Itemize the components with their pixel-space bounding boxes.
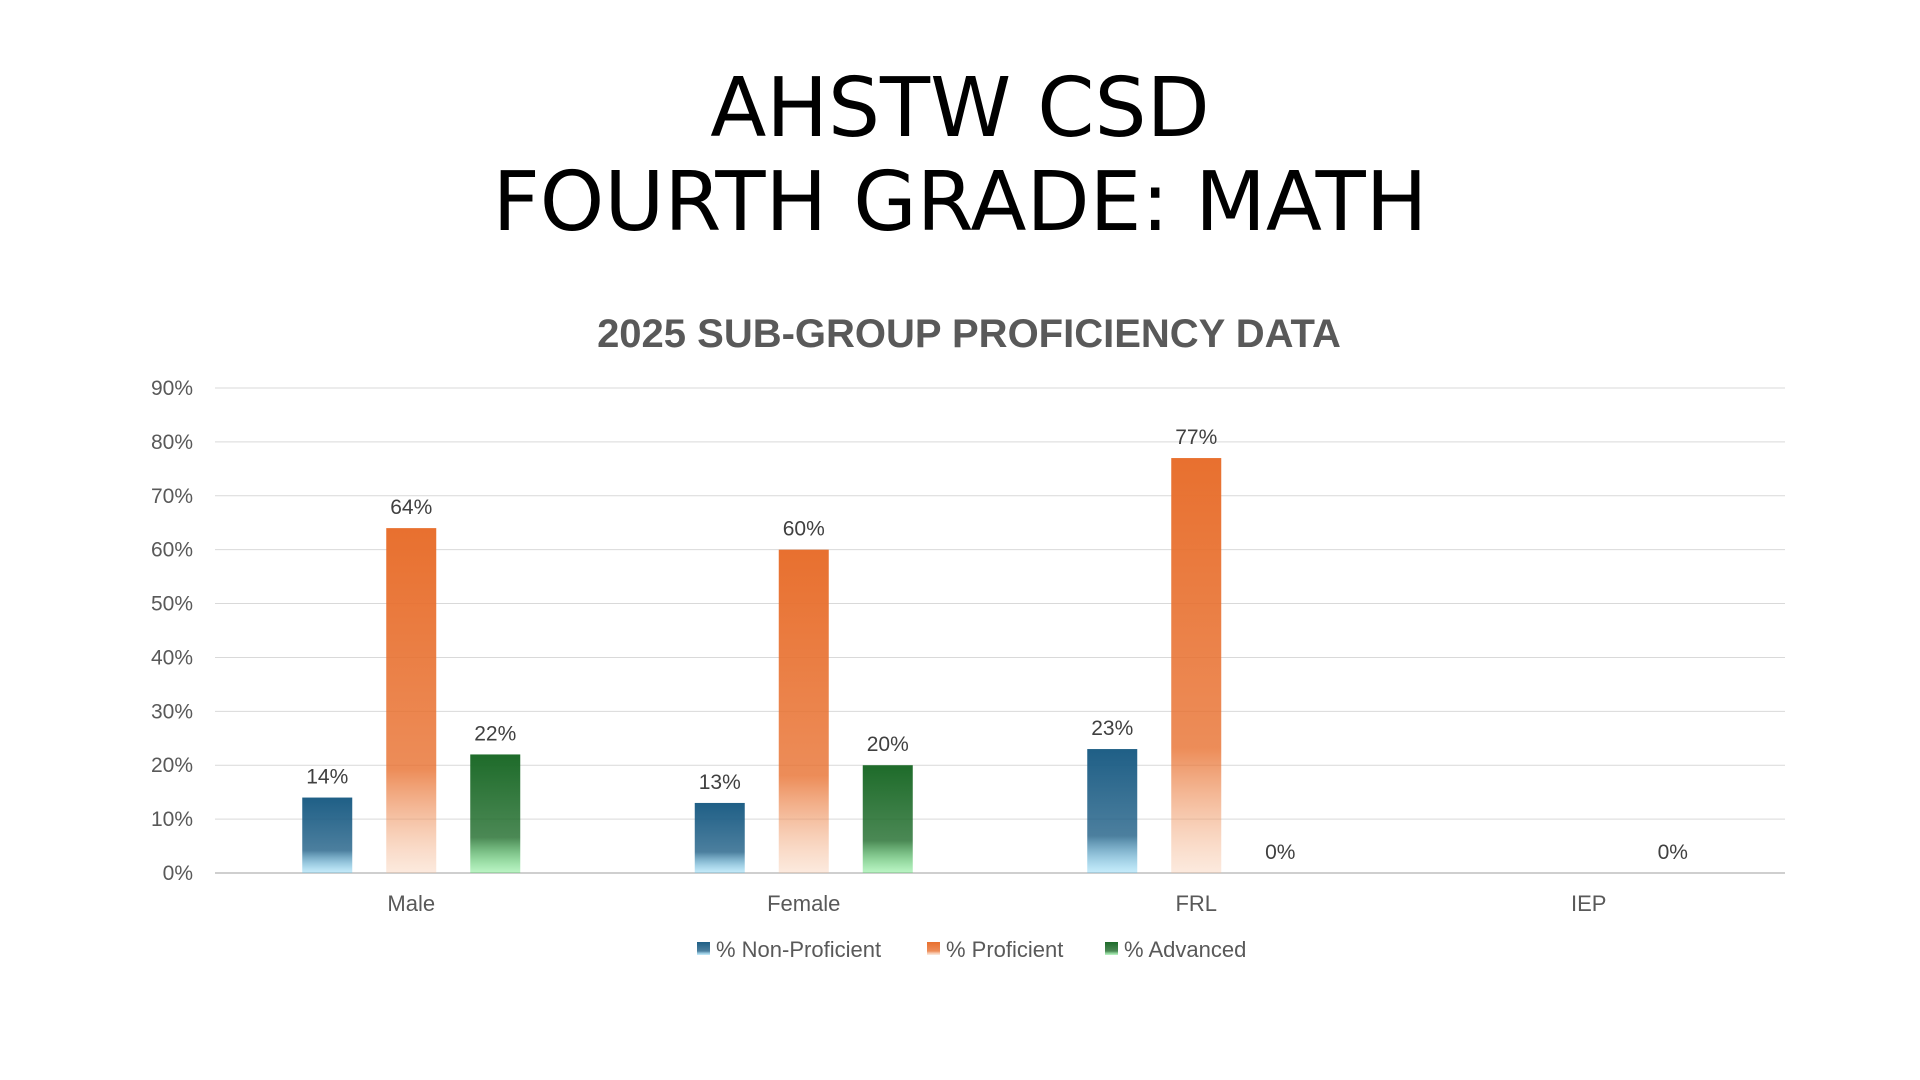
slide-title-line2: FOURTH GRADE: MATH xyxy=(492,155,1428,250)
data-label: 14% xyxy=(306,766,348,789)
y-tick-label: 80% xyxy=(151,431,193,454)
y-tick-label: 50% xyxy=(151,593,193,616)
x-tick-label: FRL xyxy=(1175,891,1217,916)
slide-title-line1: AHSTW CSD xyxy=(710,61,1210,156)
legend-label: % Advanced xyxy=(1124,937,1246,962)
data-label: 0% xyxy=(1658,841,1688,864)
legend-swatch xyxy=(697,942,710,955)
legend-label: % Non-Proficient xyxy=(716,937,881,962)
data-label: 23% xyxy=(1091,717,1133,740)
data-label: 13% xyxy=(699,771,741,794)
legend: % Non-Proficient % Proficient % Advanced xyxy=(697,937,1246,962)
y-tick-label: 30% xyxy=(151,700,193,723)
bar xyxy=(694,802,745,873)
y-tick-label: 40% xyxy=(151,646,193,669)
x-tick-label: Female xyxy=(767,891,840,916)
bar xyxy=(470,754,521,873)
data-label: 0% xyxy=(1265,841,1295,864)
x-tick-label: IEP xyxy=(1571,891,1606,916)
data-label: 22% xyxy=(474,722,516,745)
bar xyxy=(386,528,437,873)
legend-label: % Proficient xyxy=(946,937,1063,962)
y-tick-label: 90% xyxy=(151,377,193,400)
data-labels: 14% 64% 22% 13% 60% 20% 23% 77% 0% 0% xyxy=(306,426,1688,864)
y-tick-label: 70% xyxy=(151,485,193,508)
bar xyxy=(1171,458,1222,873)
slide-title: AHSTW CSD FOURTH GRADE: MATH xyxy=(0,62,1920,250)
legend-swatch xyxy=(1105,942,1118,955)
bars xyxy=(302,458,1222,873)
chart-title: 2025 SUB-GROUP PROFICIENCY DATA xyxy=(597,312,1341,356)
y-tick-label: 20% xyxy=(151,754,193,777)
data-label: 64% xyxy=(390,496,432,519)
data-label: 60% xyxy=(783,518,825,541)
y-tick-label: 0% xyxy=(163,862,193,885)
y-tick-label: 60% xyxy=(151,539,193,562)
bar xyxy=(1087,749,1138,873)
bar xyxy=(862,765,913,873)
legend-swatch xyxy=(927,942,940,955)
y-tick-label: 10% xyxy=(151,808,193,831)
bar xyxy=(302,797,353,873)
gridlines xyxy=(215,387,1785,874)
data-label: 77% xyxy=(1175,426,1217,449)
bar xyxy=(778,549,829,873)
axes: 0% 10% 20% 30% 40% 50% 60% 70% 80% 90% Male Female F… xyxy=(151,377,1607,916)
data-label: 20% xyxy=(867,733,909,756)
x-tick-label: Male xyxy=(387,891,435,916)
